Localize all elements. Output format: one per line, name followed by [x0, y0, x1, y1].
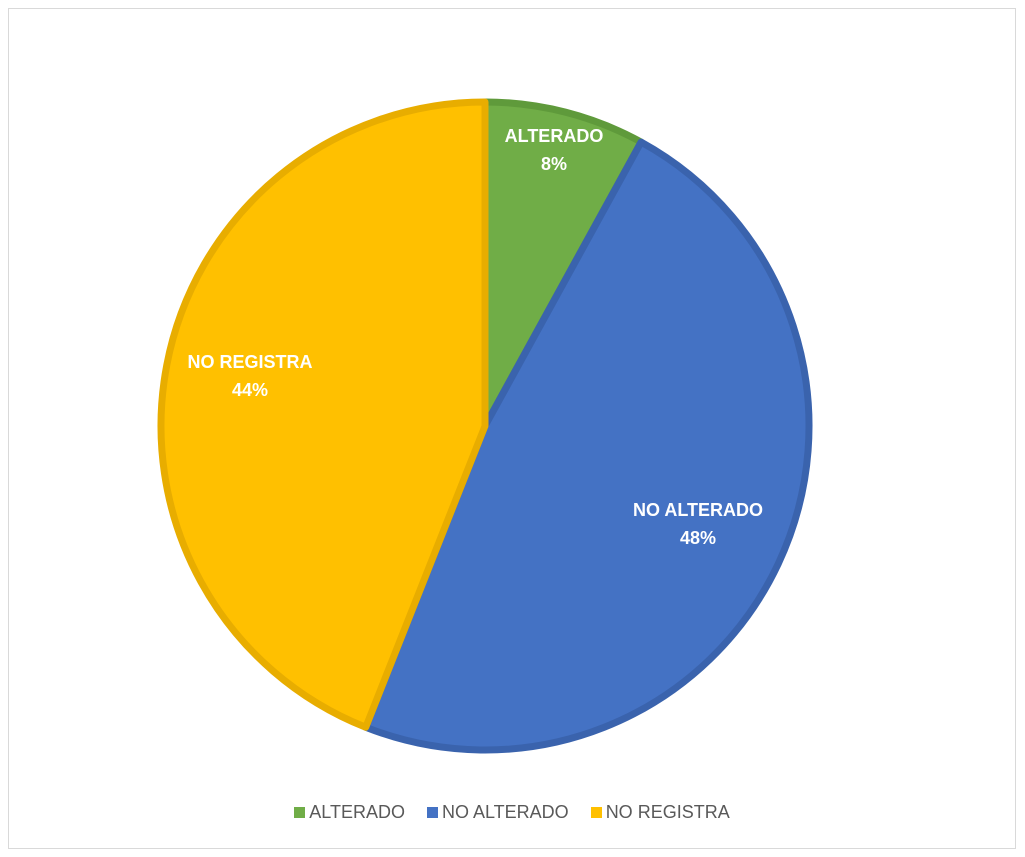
- data-label-no-registra-category: NO REGISTRA: [187, 352, 312, 372]
- pie-slice-no-alterado: [362, 138, 813, 754]
- legend-label-no-alterado: NO ALTERADO: [441, 802, 569, 822]
- legend-label-alterado: ALTERADO: [309, 802, 405, 822]
- legend-item-no-registra: NO REGISTRA: [590, 802, 730, 823]
- legend-swatch-alterado: [294, 807, 306, 818]
- data-label-alterado-percent: 8%: [541, 154, 567, 174]
- data-label-no-alterado-category: NO ALTERADO: [633, 500, 763, 520]
- pie-chart: ALTERADO 8% NO ALTERADO 48% NO REGISTRA 44%: [157, 98, 813, 754]
- chart-area: ALTERADO 8% NO ALTERADO 48% NO REGISTRA 44% A…: [8, 8, 1016, 849]
- legend-swatch-no-alterado: [426, 807, 438, 818]
- legend-item-alterado: ALTERADO: [294, 802, 405, 823]
- legend-item-no-alterado: NO ALTERADO: [426, 802, 569, 823]
- data-label-alterado-category: ALTERADO: [505, 126, 604, 146]
- chart-legend: ALTERADO NO ALTERADO NO REGISTRA: [9, 802, 1015, 823]
- legend-label-no-registra: NO REGISTRA: [605, 802, 730, 822]
- pie-slice-alterado: [481, 98, 645, 430]
- data-label-no-alterado-percent: 48%: [680, 528, 716, 548]
- legend-swatch-no-registra: [590, 807, 602, 818]
- pie-slice-no-registra: [157, 98, 489, 731]
- data-label-no-registra-percent: 44%: [232, 380, 268, 400]
